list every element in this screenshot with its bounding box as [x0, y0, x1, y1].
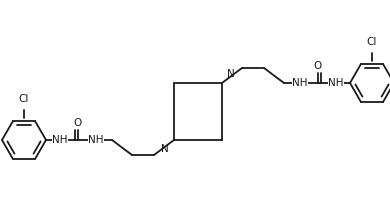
Text: NH: NH — [52, 135, 68, 145]
Text: O: O — [74, 118, 82, 128]
Text: Cl: Cl — [367, 37, 377, 47]
Text: NH: NH — [292, 78, 308, 88]
Text: NH: NH — [88, 135, 104, 145]
Text: N: N — [161, 144, 169, 154]
Text: Cl: Cl — [19, 94, 29, 104]
Text: NH: NH — [328, 78, 344, 88]
Text: O: O — [314, 61, 322, 71]
Text: N: N — [227, 69, 235, 79]
